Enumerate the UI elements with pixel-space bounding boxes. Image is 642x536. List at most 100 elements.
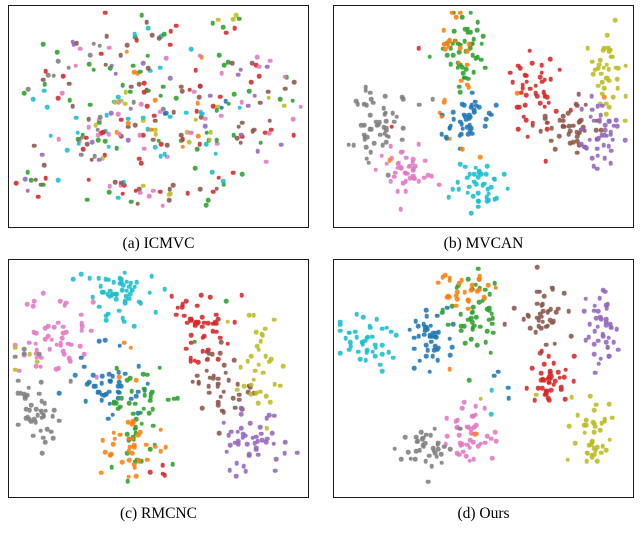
scatter-dot-pink [62, 352, 67, 357]
scatter-dot-gray [428, 432, 434, 438]
scatter-dot-green [95, 138, 101, 143]
scatter-dot-brown [542, 114, 548, 119]
scatter-dot-orange [459, 146, 465, 152]
scatter-dot-cyan [393, 332, 399, 338]
scatter-dot-cyan [78, 271, 84, 277]
scatter-dot-green [465, 26, 471, 31]
scatter-dot-olive [604, 75, 609, 81]
scatter-dot-red [525, 134, 531, 140]
scatter-dot-gray [382, 93, 388, 99]
scatter-dot-orange [458, 10, 463, 15]
scatter-dot-brown [89, 157, 95, 163]
scatter-dot-brown [216, 430, 222, 436]
scatter-dot-olive [565, 457, 571, 463]
scatter-dot-green [124, 451, 130, 456]
scatter-dot-orange [135, 432, 141, 438]
scatter-dot-red [215, 356, 221, 362]
scatter-dot-purple [96, 157, 102, 162]
scatter-dot-purple [614, 123, 620, 129]
scatter-dot-gray [363, 88, 369, 93]
scatter-dot-purple [226, 432, 231, 438]
scatter-dot-purple [246, 451, 252, 457]
scatter-dot-gray [31, 433, 36, 438]
scatter-dot-green [127, 376, 133, 381]
scatter-dot-gray [38, 428, 44, 433]
scatter-dot-brown [535, 315, 540, 321]
scatter-dot-orange [100, 437, 106, 443]
scatter-dot-olive [254, 329, 259, 335]
scatter-dot-orange [114, 130, 120, 135]
scatter-dot-orange [456, 280, 462, 286]
scatter-dot-green [448, 61, 453, 67]
scatter-dot-blue [117, 343, 123, 348]
scatter-dot-brown [190, 379, 196, 385]
scatter-dot-orange [453, 38, 459, 44]
scatter-dot-pink [384, 161, 390, 167]
scatter-dot-red [211, 189, 216, 194]
scatter-dot-brown [164, 142, 170, 148]
scatter-dot-pink [79, 327, 84, 333]
scatter-dot-gray [21, 346, 27, 352]
scatter-dot-red [534, 93, 540, 99]
scatter-dot-green [147, 447, 153, 452]
scatter-dot-purple [606, 118, 611, 124]
scatter-dot-purple [608, 161, 614, 166]
scatter-dot-cyan [348, 343, 353, 349]
scatter-dot-red [138, 161, 144, 166]
scatter-dot-brown [557, 133, 562, 139]
scatter-dot-green [133, 459, 138, 465]
scatter-dot-gray [431, 445, 436, 451]
scatter-dot-gray [39, 398, 44, 404]
scatter-dot-pink [116, 112, 121, 117]
scatter-dot-red [551, 361, 556, 366]
scatter-dot-gray [377, 120, 383, 125]
scatter-dot-pink [150, 188, 156, 194]
scatter-dot-cyan [362, 338, 368, 343]
scatter-dot-red [563, 367, 569, 372]
scatter-dot-green [461, 324, 467, 329]
scatter-dot-cyan [76, 141, 81, 146]
scatter-dot-orange [459, 277, 465, 283]
scatter-dot-purple [248, 420, 253, 426]
scatter-dot-red [160, 462, 165, 468]
scatter-dot-red [55, 95, 61, 101]
scatter-dot-green [466, 317, 471, 323]
scatter-dot-cyan [132, 284, 137, 290]
scatter-dot-cyan [138, 300, 144, 306]
scatter-dot-olive [256, 347, 262, 353]
scatter-dot-purple [587, 137, 592, 143]
scatter-dot-purple [594, 166, 600, 171]
scatter-dot-green [458, 323, 464, 329]
scatter-dot-olive [592, 451, 598, 457]
scatter-dot-pink [45, 323, 51, 329]
scatter-dot-red [546, 380, 552, 385]
scatter-dot-green [470, 309, 476, 315]
scatter-dot-brown [536, 324, 542, 329]
scatter-dot-cyan [373, 345, 378, 351]
scatter-dot-brown [528, 325, 533, 331]
scatter-dot-brown [171, 109, 177, 115]
scatter-dot-purple [282, 451, 288, 456]
scatter-dot-red [524, 385, 529, 391]
scatter-dot-gray [23, 407, 29, 412]
scatter-dot-purple [140, 61, 146, 66]
scatter-dot-red [558, 384, 564, 390]
scatter-dot-orange [158, 448, 163, 454]
scatter-dot-cyan [352, 329, 358, 334]
scatter-dot-brown [570, 139, 576, 145]
scatter-dot-green [150, 407, 155, 412]
scatter-dot-blue [450, 344, 455, 350]
scatter-dot-green [125, 478, 131, 484]
scatter-dot-orange [111, 430, 116, 436]
scatter-dot-green [465, 276, 471, 282]
scatter-dot-pink [78, 312, 84, 317]
scatter-dot-gray [66, 65, 71, 70]
scatter-dot-gray [39, 415, 44, 420]
scatter-dot-gray [79, 135, 85, 141]
scatter-dot-cyan [467, 172, 472, 177]
scatter-dot-blue [99, 397, 105, 403]
scatter-panel-icmvc [8, 5, 309, 228]
scatter-dot-brown [544, 120, 549, 126]
scatter-dot-gray [367, 127, 373, 132]
scatter-dot-cyan [337, 319, 343, 324]
